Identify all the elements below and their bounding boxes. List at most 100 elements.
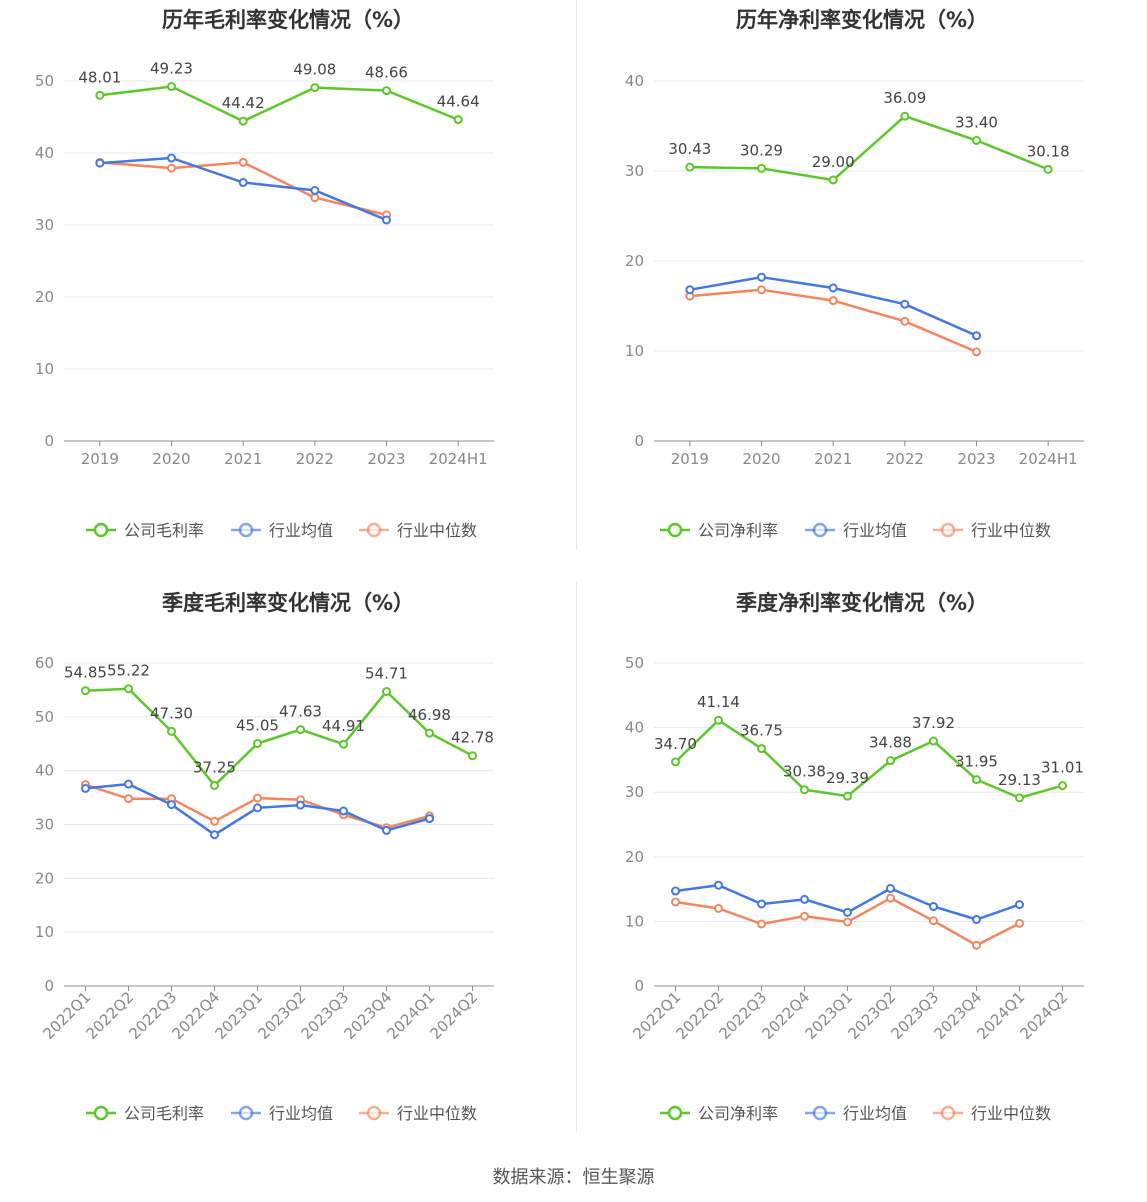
x-tick-label: 2024Q2 xyxy=(1017,988,1072,1043)
x-tick-label: 2024H1 xyxy=(1019,450,1078,468)
legend-label: 行业中位数 xyxy=(971,521,1051,540)
data-point-industry_median xyxy=(253,793,262,803)
data-point-company xyxy=(828,175,838,185)
data-point-company xyxy=(800,785,809,795)
y-tick-label: 30 xyxy=(35,816,54,834)
data-point-industry_median xyxy=(972,940,981,950)
data-point-company xyxy=(757,744,766,754)
data-point-industry_median xyxy=(843,917,852,927)
data-label: 49.08 xyxy=(293,61,336,79)
y-tick-label: 50 xyxy=(35,708,54,726)
x-tick-label: 2020 xyxy=(742,450,780,468)
data-point-company xyxy=(124,684,133,694)
y-tick-label: 40 xyxy=(625,719,644,737)
data-point-company xyxy=(900,111,910,121)
data-label: 48.01 xyxy=(78,68,121,86)
series-line-industry_median xyxy=(99,161,387,217)
y-tick-label: 20 xyxy=(35,869,54,887)
quarterly-gross-margin-chart: 01020304050602022Q12022Q22022Q32022Q4202… xyxy=(35,654,494,1123)
data-label: 37.25 xyxy=(193,758,236,776)
data-point-industry_avg xyxy=(310,185,320,195)
legend-label: 公司毛利率 xyxy=(124,521,204,540)
data-point-industry_avg xyxy=(757,899,766,909)
data-point-company xyxy=(81,686,90,696)
legend-item-industry_median: 行业中位数 xyxy=(933,1104,1051,1123)
y-tick-label: 20 xyxy=(625,252,644,270)
y-tick-label: 30 xyxy=(625,162,644,180)
legend-label: 行业均值 xyxy=(843,521,907,540)
data-point-industry_avg xyxy=(210,830,219,840)
data-point-company xyxy=(339,739,348,749)
chart-title: 季度净利率变化情况（%） xyxy=(735,591,989,615)
data-label: 55.22 xyxy=(107,662,150,680)
data-label: 45.05 xyxy=(236,716,279,734)
data-point-company xyxy=(972,775,981,785)
x-tick-label: 2020 xyxy=(152,450,190,468)
data-label: 34.88 xyxy=(869,734,912,752)
data-point-industry_avg xyxy=(382,825,391,835)
data-point-industry_avg xyxy=(886,883,895,893)
legend-item-industry_median: 行业中位数 xyxy=(359,521,477,540)
y-tick-label: 0 xyxy=(44,977,54,995)
data-point-industry_avg xyxy=(714,880,723,890)
legend-label: 行业中位数 xyxy=(397,521,477,540)
data-point-industry_avg xyxy=(167,800,176,810)
x-tick-label: 2023 xyxy=(367,450,405,468)
legend-label: 行业均值 xyxy=(843,1104,907,1123)
data-point-company xyxy=(167,82,176,92)
legend-marker-icon xyxy=(238,522,254,538)
data-point-industry_median xyxy=(210,816,219,826)
data-label: 44.91 xyxy=(322,717,365,735)
chart-title: 季度毛利率变化情况（%） xyxy=(161,591,415,615)
x-tick-label: 2024H1 xyxy=(429,450,488,468)
data-label: 37.92 xyxy=(912,714,955,732)
data-point-company xyxy=(929,736,938,746)
series-line-company xyxy=(674,718,1063,800)
series-line-industry_avg xyxy=(99,156,387,222)
series-line-company xyxy=(689,114,1049,182)
series-line-company xyxy=(99,85,459,123)
data-label: 29.13 xyxy=(998,771,1041,789)
data-point-industry_avg xyxy=(900,299,910,309)
legend-label: 行业中位数 xyxy=(397,1104,477,1123)
data-label: 54.85 xyxy=(64,664,107,682)
data-label: 33.40 xyxy=(955,113,998,131)
data-point-industry_median xyxy=(886,893,895,903)
data-point-company xyxy=(253,738,262,748)
legend-marker-icon xyxy=(93,522,109,538)
y-tick-label: 10 xyxy=(35,360,54,378)
chart-title: 历年净利率变化情况（%） xyxy=(735,8,989,32)
data-label: 30.38 xyxy=(783,763,826,781)
legend-item-company: 公司净利率 xyxy=(660,1104,778,1123)
data-label: 48.66 xyxy=(365,64,408,82)
data-point-industry_median xyxy=(828,296,838,306)
data-point-industry_median xyxy=(929,916,938,926)
data-point-industry_avg xyxy=(1015,900,1024,910)
y-tick-label: 40 xyxy=(625,72,644,90)
data-label: 34.70 xyxy=(654,735,697,753)
data-point-industry_avg xyxy=(828,283,838,293)
data-point-industry_avg xyxy=(929,902,938,912)
annual-net-margin-chart: 0 10 20 30 40 2019 2020 2021 2022 2023 2024H1 30.43… xyxy=(625,72,1084,540)
data-label: 36.09 xyxy=(883,89,926,107)
annual-gross-margin-chart: 0 10 20 30 40 50 2019 2020 2021 2022 2023 2024H1 48.… xyxy=(35,60,494,540)
data-point-company xyxy=(310,83,320,93)
quarterly-net-margin-panel: 季度净利率变化情况（%） 0 10 20 30 40 50 2022Q1 2022Q2 2022… xyxy=(577,583,1147,1143)
data-label: 47.30 xyxy=(150,704,193,722)
data-point-industry_median xyxy=(757,919,766,929)
data-label: 42.78 xyxy=(451,729,494,747)
data-point-industry_median xyxy=(972,347,981,357)
data-label: 44.64 xyxy=(437,93,480,111)
data-point-industry_median xyxy=(757,285,766,295)
y-tick-label: 40 xyxy=(35,762,54,780)
legend-item-industry_median: 行业中位数 xyxy=(933,521,1051,540)
data-label: 31.01 xyxy=(1041,759,1084,777)
data-label: 29.00 xyxy=(812,153,855,171)
data-point-industry_avg xyxy=(972,914,981,924)
vertical-divider-top xyxy=(576,0,577,550)
legend-label: 行业均值 xyxy=(269,521,333,540)
legend-marker-icon xyxy=(238,1105,254,1121)
legend-marker-icon xyxy=(940,522,956,538)
data-point-industry_avg xyxy=(382,215,391,225)
data-label: 47.63 xyxy=(279,703,322,721)
